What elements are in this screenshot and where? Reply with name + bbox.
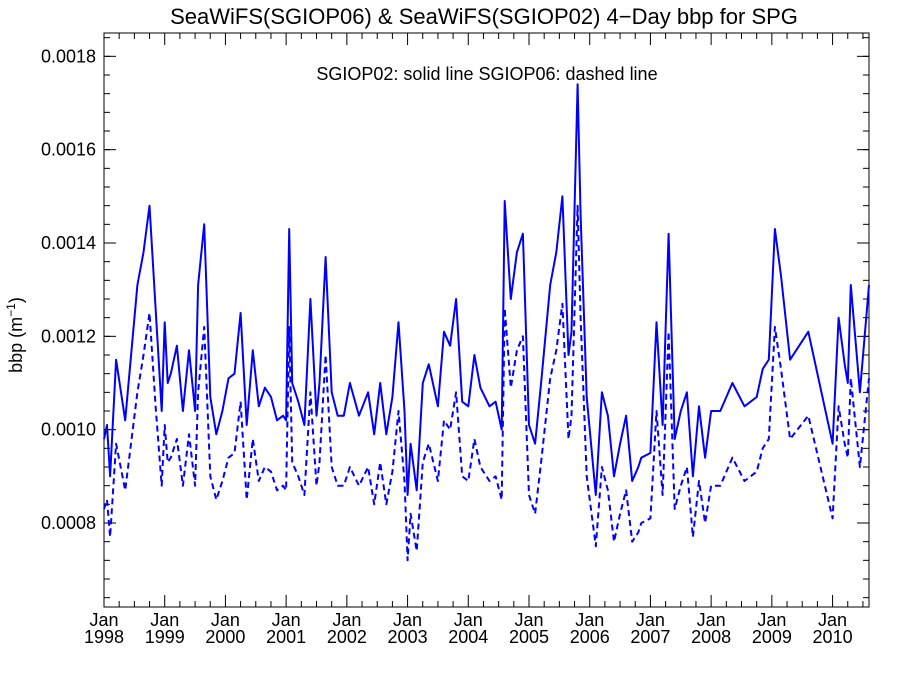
series-line-sgiop06 bbox=[103, 204, 870, 562]
y-tick-label: 0.0012 bbox=[41, 326, 96, 346]
x-tick-year-label: 2008 bbox=[691, 627, 731, 647]
axes-group: 0.00080.00100.00120.00140.00160.0018Jan1… bbox=[41, 33, 869, 647]
plot-frame bbox=[103, 32, 870, 608]
chart-title: SeaWiFS(SGIOP06) & SeaWiFS(SGIOP02) 4−Da… bbox=[170, 4, 798, 29]
y-axis-label: bbp (m−1) bbox=[4, 297, 26, 373]
y-axis-label-main: bbp (m bbox=[6, 317, 26, 373]
x-tick-month-label: Jan bbox=[332, 610, 361, 630]
x-tick-month-label: Jan bbox=[697, 610, 726, 630]
y-tick-label: 0.0018 bbox=[41, 46, 96, 66]
x-tick-month-label: Jan bbox=[89, 610, 118, 630]
x-tick-year-label: 2010 bbox=[813, 627, 853, 647]
x-tick-year-label: 2007 bbox=[630, 627, 670, 647]
y-tick-label: 0.0010 bbox=[41, 420, 96, 440]
y-axis-label-superscript: −1 bbox=[4, 303, 18, 317]
line-style-annotation: SGIOP02: solid line SGIOP06: dashed line bbox=[316, 64, 657, 84]
y-tick-label: 0.0016 bbox=[41, 140, 96, 160]
y-axis-label-close: ) bbox=[6, 297, 26, 303]
x-tick-year-label: 2002 bbox=[327, 627, 367, 647]
x-tick-year-label: 2001 bbox=[266, 627, 306, 647]
x-tick-year-label: 2003 bbox=[388, 627, 428, 647]
x-tick-month-label: Jan bbox=[636, 610, 665, 630]
x-tick-month-label: Jan bbox=[514, 610, 543, 630]
x-tick-year-label: 2005 bbox=[509, 627, 549, 647]
x-tick-month-label: Jan bbox=[211, 610, 240, 630]
series-line-sgiop02 bbox=[103, 83, 870, 496]
y-tick-label: 0.0014 bbox=[41, 233, 96, 253]
x-tick-month-label: Jan bbox=[818, 610, 847, 630]
x-tick-month-label: Jan bbox=[757, 610, 786, 630]
x-tick-year-label: 2009 bbox=[752, 627, 792, 647]
series-group bbox=[103, 83, 870, 562]
y-tick-label: 0.0008 bbox=[41, 513, 96, 533]
x-tick-month-label: Jan bbox=[393, 610, 422, 630]
x-tick-month-label: Jan bbox=[272, 610, 301, 630]
x-tick-month-label: Jan bbox=[454, 610, 483, 630]
x-tick-year-label: 2006 bbox=[570, 627, 610, 647]
x-tick-year-label: 1998 bbox=[84, 627, 124, 647]
x-tick-month-label: Jan bbox=[150, 610, 179, 630]
x-tick-year-label: 2000 bbox=[205, 627, 245, 647]
x-tick-year-label: 1999 bbox=[145, 627, 185, 647]
x-tick-month-label: Jan bbox=[575, 610, 604, 630]
x-tick-year-label: 2004 bbox=[448, 627, 488, 647]
